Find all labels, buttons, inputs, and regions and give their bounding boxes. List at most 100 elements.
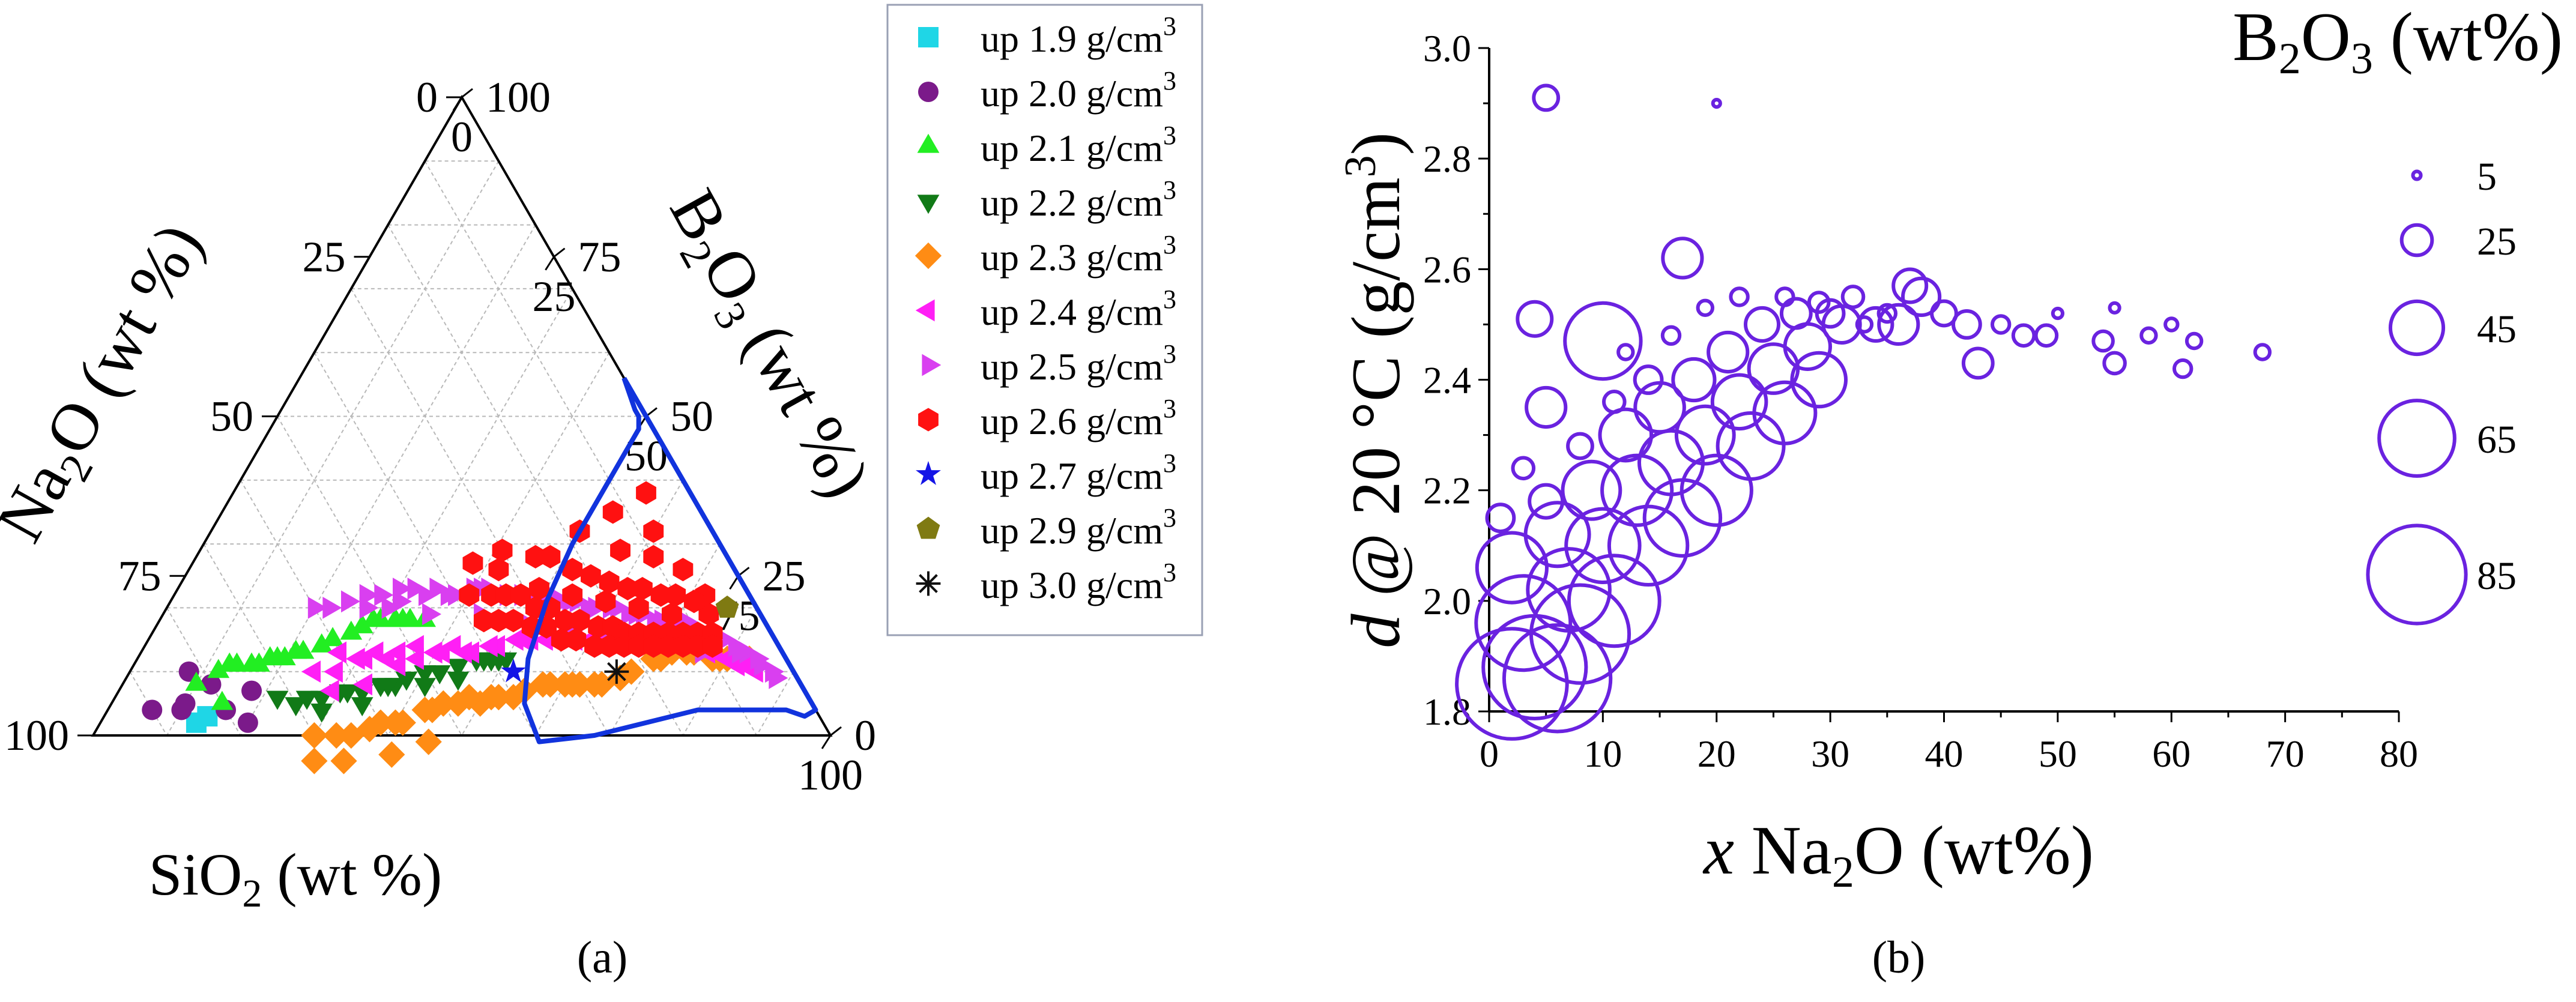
bubble	[1840, 285, 1866, 309]
bottom-tick	[545, 256, 555, 271]
data-point	[389, 709, 416, 736]
y-axis-title-text: @ 20 °C (g/cm	[1338, 177, 1414, 614]
bubble	[1707, 330, 1750, 374]
bubble	[2011, 323, 2036, 348]
data-point	[715, 596, 739, 618]
series-up-2-7-g-cm3	[500, 658, 526, 683]
bubble	[1602, 390, 1627, 414]
right-tick-label: 25	[763, 552, 806, 600]
bubble	[1563, 301, 1643, 381]
size-legend-entry: 25	[2399, 220, 2517, 264]
bubble	[1716, 411, 1786, 481]
bubble	[1526, 547, 1612, 633]
bubble	[1790, 351, 1848, 409]
right-tick-label: 50	[670, 393, 713, 441]
data-point	[301, 722, 328, 749]
y-axis-title-rest: )	[1338, 132, 1414, 155]
data-point	[459, 583, 480, 607]
x-tick-label: 70	[2266, 732, 2305, 775]
data-point	[698, 602, 719, 626]
bubble	[1744, 306, 1780, 343]
bubble	[1674, 404, 1736, 466]
bubble	[1952, 309, 1982, 340]
data-point	[430, 690, 457, 717]
bubble	[2108, 301, 2121, 315]
data-point	[207, 659, 230, 678]
legend-marker	[916, 516, 940, 539]
bubble	[1600, 453, 1674, 527]
data-point	[529, 577, 549, 601]
legend-label-sup: 3	[1163, 394, 1176, 423]
data-point	[462, 551, 483, 575]
bubble	[2091, 329, 2115, 353]
data-point	[301, 747, 328, 774]
legend-entry: up 3.0 g/cm3	[916, 558, 1176, 606]
size-legend-entry: 45	[2388, 299, 2517, 357]
bubble	[1961, 346, 1995, 380]
bubble	[2172, 358, 2194, 379]
x-tick-label: 0	[1480, 732, 1499, 775]
bubble	[1807, 291, 1831, 314]
bubble	[1877, 303, 1920, 346]
data-point	[447, 671, 470, 691]
data-point	[405, 635, 424, 657]
data-point	[323, 722, 350, 749]
legend-frame	[886, 4, 1203, 636]
legend-label-text: up 2.7 g/cm	[981, 454, 1163, 497]
right-tick-label: 75	[578, 233, 621, 281]
series-up-3-0-g-cm3	[604, 659, 629, 684]
legend-marker	[918, 408, 939, 432]
bubble	[1616, 343, 1635, 361]
bubble	[1991, 314, 2012, 335]
y-axis-title-sup: 3	[1336, 155, 1385, 177]
data-point	[321, 627, 344, 647]
data-point	[376, 678, 399, 698]
bubble	[1774, 286, 1795, 307]
data-point	[643, 545, 664, 569]
ternary-left-axis-title: Na2O (wt %)	[0, 211, 224, 558]
data-point	[419, 584, 438, 606]
left-axis-title-rest: O (wt %)	[31, 211, 217, 466]
data-point	[211, 690, 234, 710]
data-point	[643, 519, 664, 543]
y-axis-title-var: d	[1338, 614, 1414, 648]
data-point	[386, 654, 406, 677]
data-point	[488, 558, 509, 582]
right-tick	[461, 88, 473, 98]
data-point	[731, 641, 751, 664]
legend-marker	[922, 354, 942, 376]
data-point	[628, 596, 649, 620]
size-legend-title-rest: (wt%)	[2373, 0, 2563, 75]
data-point	[765, 660, 784, 683]
data-point	[562, 558, 583, 582]
legend-label-sup: 3	[1163, 285, 1176, 314]
left-tick-label: 75	[118, 552, 162, 600]
right-tick-label: 0	[854, 711, 876, 759]
size-legend-label: 45	[2477, 307, 2517, 351]
data-point	[395, 671, 418, 691]
data-point	[218, 652, 241, 672]
legend-entry: up 2.3 g/cm3	[915, 230, 1176, 279]
legend-marker	[915, 242, 942, 270]
bubble	[1523, 501, 1591, 569]
y-tick-label: 2.2	[1423, 469, 1471, 512]
y-tick-label: 2.6	[1423, 248, 1471, 291]
grid-line	[166, 160, 500, 736]
size-legend-bubble	[2377, 399, 2457, 478]
legend-marker	[916, 460, 941, 485]
bubble	[1857, 306, 1894, 343]
legend-label-text: up 2.6 g/cm	[981, 400, 1163, 442]
boundary-line	[522, 376, 818, 744]
bubble	[1529, 583, 1631, 685]
bubble	[1891, 267, 1929, 304]
legend-entry: up 2.6 g/cm3	[918, 394, 1176, 442]
data-point	[237, 712, 258, 733]
data-point	[492, 539, 513, 563]
bubble	[1525, 385, 1568, 429]
legend-entry: up 2.9 g/cm3	[916, 503, 1176, 552]
legend-label: up 2.0 g/cm3	[981, 66, 1176, 115]
size-legend-bubble	[2411, 169, 2423, 181]
size-legend-label: 85	[2477, 554, 2517, 598]
data-point	[381, 597, 401, 619]
data-point	[266, 690, 289, 710]
